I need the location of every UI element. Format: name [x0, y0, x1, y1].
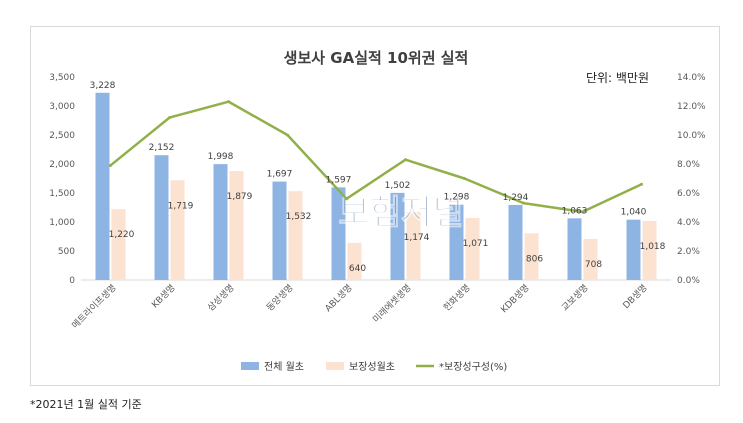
bar-total-7: [449, 204, 464, 280]
bar-protection-1: [111, 209, 126, 280]
data-label-protection: 708: [585, 260, 602, 270]
line-point-1: [109, 163, 112, 167]
data-label-total: 1,597: [326, 175, 352, 185]
chart-title: 생보사 GA실적 10위권 실적: [284, 49, 469, 67]
y-right-tick: 10.0%: [677, 131, 706, 141]
category-label: 미래에셋생명: [371, 282, 414, 325]
data-label-protection: 806: [526, 254, 543, 264]
bar-total-8: [508, 204, 523, 280]
bar-protection-4: [288, 191, 303, 280]
legend-label-3: *보장성구성(%): [439, 361, 507, 373]
y-left-tick: 2,500: [49, 131, 75, 141]
bar-protection-6: [406, 211, 421, 280]
data-label-total: 3,228: [90, 81, 116, 91]
y-right-tick: 2.0%: [677, 247, 700, 257]
footnote: *2021년 1월 실적 기준: [30, 398, 142, 411]
data-label-protection: 640: [349, 264, 366, 274]
legend-swatch-2: [326, 362, 344, 370]
y-left-tick: 0: [69, 276, 75, 286]
data-label-protection: 1,174: [404, 233, 430, 243]
bar-total-6: [390, 192, 405, 280]
bar-protection-9: [583, 238, 598, 280]
line-point-4: [286, 133, 289, 137]
category-label: 삼성생명: [205, 282, 236, 313]
data-label-protection: 1,879: [227, 192, 253, 202]
data-label-total: 1,040: [621, 208, 647, 218]
unit-label: 단위: 백만원: [586, 71, 649, 85]
bar-total-4: [272, 181, 287, 280]
data-label-protection: 1,220: [109, 230, 135, 240]
data-label-total: 1,294: [503, 193, 529, 203]
bar-protection-7: [465, 217, 480, 280]
y-right-tick: 8.0%: [677, 160, 700, 170]
bar-protection-3: [229, 171, 244, 280]
line-protection-ratio: [109, 100, 643, 214]
category-label: 동양생명: [264, 282, 295, 313]
data-label-total: 1,998: [208, 152, 234, 162]
bar-total-3: [213, 164, 228, 280]
line-point-9: [581, 210, 584, 214]
watermark: 보험저널: [338, 193, 463, 233]
y-right-tick: 4.0%: [677, 218, 700, 228]
legend-swatch-1: [241, 362, 259, 370]
data-label-total: 2,152: [149, 143, 175, 153]
line-point-10: [640, 182, 643, 186]
bar-protection-5: [347, 242, 362, 280]
bar-total-9: [567, 218, 582, 280]
line-point-8: [522, 201, 525, 205]
line-point-7: [463, 177, 466, 180]
bar-protection-2: [170, 180, 185, 280]
y-right-tick: 0.0%: [677, 276, 700, 286]
category-label: KB생명: [150, 282, 178, 310]
bar-protection-8: [524, 233, 539, 280]
y-left-tick: 1,500: [49, 189, 75, 199]
line-point-3: [227, 100, 230, 104]
bar-total-10: [626, 219, 641, 280]
y-left-tick: 500: [58, 247, 75, 257]
line-point-5: [345, 197, 348, 201]
category-label: 교보생명: [559, 282, 590, 313]
bar-total-5: [331, 187, 346, 280]
data-label-protection: 1,071: [463, 239, 489, 249]
data-label-total: 1,502: [385, 181, 411, 191]
bar-total-2: [154, 155, 169, 280]
y-right-tick: 6.0%: [677, 189, 700, 199]
y-left-tick: 3,500: [49, 73, 75, 83]
category-label: 한화생명: [441, 282, 472, 313]
line-point-2: [168, 116, 171, 120]
y-right-tick: 12.0%: [677, 102, 706, 112]
category-label: KDB생명: [499, 282, 532, 315]
data-label-total: 1,063: [562, 206, 588, 216]
data-label-protection: 1,018: [640, 242, 666, 252]
legend-label-1: 전체 월초: [264, 361, 304, 373]
data-label-protection: 1,532: [286, 212, 312, 222]
y-left-tick: 3,000: [49, 102, 75, 112]
category-label: DB생명: [621, 282, 650, 311]
y-left-tick: 2,000: [49, 160, 75, 170]
data-label-protection: 1,719: [168, 201, 194, 211]
data-label-total: 1,697: [267, 170, 293, 180]
line-point-6: [404, 158, 407, 162]
legend-label-2: 보장성월초: [349, 361, 395, 373]
bar-total-1: [95, 92, 110, 280]
y-left-tick: 1,000: [49, 218, 75, 228]
category-label: ABL생명: [323, 282, 355, 314]
category-label: 메트라이프생명: [70, 282, 119, 331]
bar-protection-10: [642, 220, 657, 280]
data-label-total: 1,298: [444, 193, 470, 203]
y-right-tick: 14.0%: [677, 73, 706, 83]
